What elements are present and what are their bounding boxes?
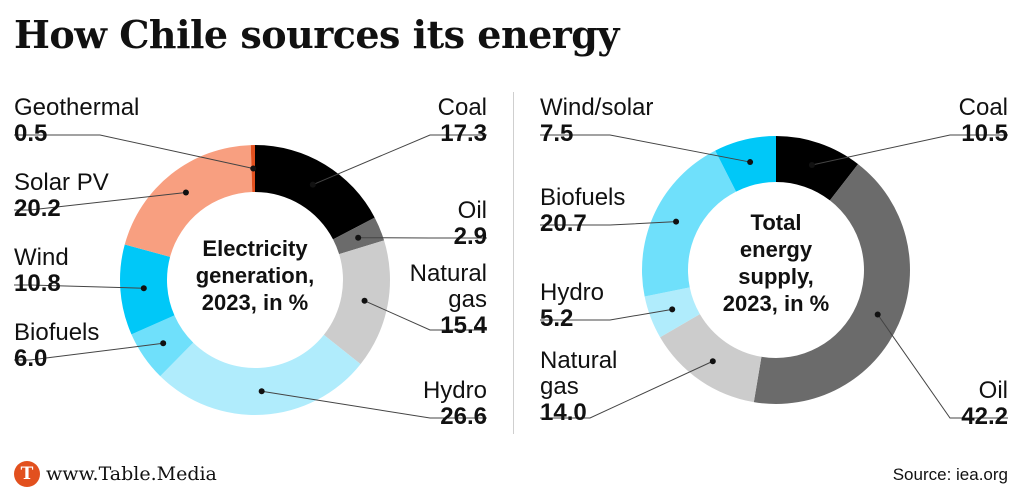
slice-value-biofuels: 6.0 (14, 345, 47, 372)
slice-value-coal: 10.5 (961, 120, 1008, 147)
slice-solar-pv[interactable] (124, 145, 253, 257)
leader-line-biofuels (14, 342, 164, 361)
leader-line-biofuels (540, 221, 677, 226)
slice-natural-gas[interactable] (323, 240, 390, 365)
center-label: 2023, in % (202, 290, 308, 315)
leader-line-natural-gas (364, 300, 487, 331)
slice-wind-solar[interactable] (715, 136, 776, 192)
slice-label-hydro: Hydro (423, 377, 487, 404)
slice-oil[interactable] (753, 164, 910, 404)
center-label: Electricity (202, 236, 308, 261)
slice-value-natural-gas: 14.0 (540, 399, 587, 426)
slice-coal[interactable] (776, 136, 859, 201)
leader-line-coal (312, 134, 487, 186)
slice-value-oil: 2.9 (454, 223, 487, 250)
slice-coal[interactable] (255, 145, 375, 240)
slice-wind[interactable] (119, 244, 175, 335)
slice-label-solar-pv: Solar PV (14, 169, 109, 196)
slice-value-wind-solar: 7.5 (540, 120, 573, 147)
slice-value-oil: 42.2 (961, 403, 1008, 430)
slice-label-natural-gas: gas (448, 286, 487, 313)
leader-line-wind (14, 284, 144, 289)
leader-dot-natural-gas (709, 358, 716, 365)
slice-value-biofuels: 20.7 (540, 210, 587, 237)
brand-url[interactable]: www.Table.Media (46, 463, 217, 485)
slice-hydro[interactable] (160, 334, 361, 415)
slice-label-hydro: Hydro (540, 279, 604, 306)
leader-line-natural-gas (540, 360, 714, 419)
slice-label-natural-gas: Natural (410, 260, 487, 287)
slice-label-coal: Coal (959, 94, 1008, 121)
center-label: supply, (738, 264, 813, 289)
leader-line-wind-solar (540, 134, 751, 163)
chart-divider (513, 92, 514, 434)
leader-line-hydro (540, 308, 673, 321)
source-note: Source: iea.org (892, 465, 1008, 484)
slice-label-biofuels: Biofuels (540, 184, 625, 211)
leader-dot-solar-pv (182, 189, 189, 196)
slice-value-hydro: 26.6 (440, 403, 487, 430)
leader-dot-coal (309, 181, 316, 188)
leader-line-coal (811, 134, 1008, 166)
leader-dot-wind-solar (747, 159, 754, 166)
leader-dot-biofuels (160, 340, 167, 347)
leader-line-oil (877, 314, 1008, 419)
slice-biofuels[interactable] (642, 150, 737, 297)
brand-logo-icon: T (14, 461, 40, 487)
slice-label-geothermal: Geothermal (14, 94, 139, 121)
slice-label-wind: Wind (14, 244, 69, 271)
slice-value-geothermal: 0.5 (14, 120, 47, 147)
leader-dot-oil (355, 234, 362, 241)
leader-dot-biofuels (673, 218, 680, 225)
leader-line-solar-pv (14, 191, 186, 211)
leader-dot-hydro (669, 306, 676, 313)
page-title: How Chile sources its energy (14, 12, 619, 57)
leader-line-hydro (261, 390, 487, 419)
center-label: Total (751, 210, 802, 235)
center-label: 2023, in % (723, 291, 829, 316)
brand[interactable]: T www.Table.Media (14, 461, 217, 487)
slice-label-natural-gas: gas (540, 373, 579, 400)
slice-label-biofuels: Biofuels (14, 319, 99, 346)
slice-value-wind: 10.8 (14, 270, 61, 297)
leader-dot-wind (140, 285, 147, 292)
leader-dot-hydro (258, 388, 265, 395)
slice-value-hydro: 5.2 (540, 305, 573, 332)
slice-label-wind-solar: Wind/solar (540, 94, 653, 121)
leader-dot-oil (874, 311, 881, 318)
leader-dot-coal (808, 161, 815, 168)
center-label: energy (740, 237, 813, 262)
slice-value-solar-pv: 20.2 (14, 195, 61, 222)
slice-label-oil: Oil (979, 377, 1008, 404)
leader-line-geothermal (14, 134, 254, 170)
slice-natural-gas[interactable] (660, 314, 762, 403)
slice-label-coal: Coal (438, 94, 487, 121)
center-label: generation, (196, 263, 315, 288)
leader-dot-geothermal (250, 165, 257, 172)
slice-label-natural-gas: Natural (540, 347, 617, 374)
leader-dot-natural-gas (361, 297, 368, 304)
slice-value-coal: 17.3 (440, 120, 487, 147)
slice-label-oil: Oil (458, 197, 487, 224)
slice-value-natural-gas: 15.4 (440, 312, 487, 339)
